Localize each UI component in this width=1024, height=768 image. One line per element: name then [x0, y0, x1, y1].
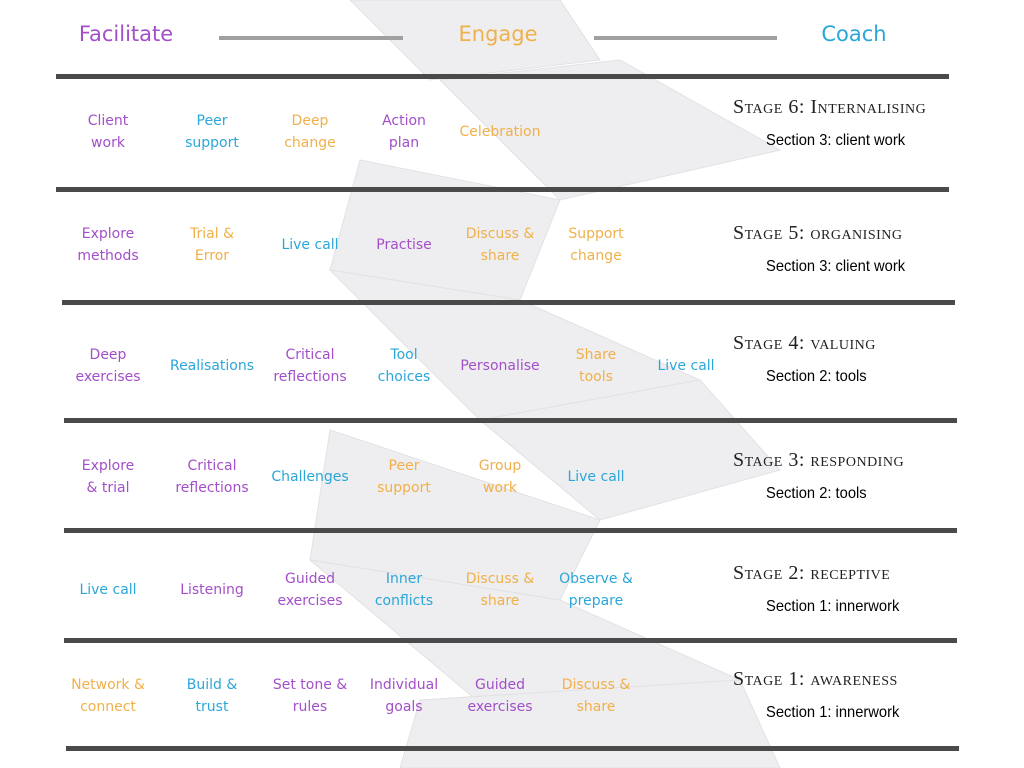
separator: [64, 528, 957, 533]
activity-label: Tool choices: [377, 347, 431, 385]
section-label: Section 3: client work: [766, 132, 906, 149]
stage-title: Stage 5: organising: [733, 222, 903, 244]
separator: [66, 746, 959, 751]
activity-label: Discuss & share: [561, 677, 631, 715]
activity-label: Live call: [79, 582, 137, 598]
separator: [56, 74, 949, 79]
activity-label: Share tools: [575, 347, 617, 385]
stage-title: Stage 4: valuing: [733, 332, 876, 354]
activity-label: Peer support: [185, 113, 239, 151]
activity-label: Listening: [180, 582, 244, 598]
activity-label: Deep change: [284, 113, 336, 151]
activity-label: Discuss & share: [465, 571, 535, 609]
activity-label: Peer support: [377, 458, 431, 496]
activity-label: Celebration: [459, 124, 541, 140]
header-line: [219, 36, 403, 40]
activity-label: Network & connect: [71, 677, 145, 715]
activity-label: Set tone & rules: [272, 677, 348, 715]
section-label: Section 2: tools: [766, 485, 867, 502]
activity-label: Individual goals: [369, 677, 439, 715]
activity-label: Guided exercises: [467, 677, 533, 715]
activity-label: Personalise: [460, 358, 540, 374]
activity-label: Build & trust: [186, 677, 238, 715]
activity-label: Live call: [657, 358, 715, 374]
header-coach: Coach: [821, 22, 887, 46]
section-label: Section 3: client work: [766, 258, 906, 275]
activity-label: Critical reflections: [175, 458, 249, 496]
activity-label: Explore methods: [77, 226, 139, 264]
activity-label: Action plan: [382, 113, 426, 151]
stage-title: Stage 3: responding: [733, 449, 905, 471]
header-engage: Engage: [458, 22, 538, 46]
activity-label: Discuss & share: [465, 226, 535, 264]
activity-label: Trial & Error: [190, 226, 234, 264]
header-line: [594, 36, 777, 40]
activity-label: Observe & prepare: [559, 571, 633, 609]
activity-label: Guided exercises: [277, 571, 343, 609]
activity-label: Inner conflicts: [374, 571, 434, 609]
activity-label: Deep exercises: [75, 347, 141, 385]
activity-label: Practise: [376, 237, 432, 253]
activity-label: Group work: [478, 458, 522, 496]
header-facilitate: Facilitate: [78, 22, 174, 46]
activity-label: Support change: [568, 226, 624, 264]
section-label: Section 1: innerwork: [766, 704, 900, 721]
activity-label: Realisations: [169, 358, 255, 374]
separator: [64, 418, 957, 423]
activity-label: Client work: [87, 113, 129, 151]
activity-label: Live call: [281, 237, 339, 253]
stage-title: Stage 1: awareness: [733, 668, 898, 690]
activity-label: Explore & trial: [81, 458, 135, 496]
activity-label: Challenges: [271, 469, 349, 485]
activity-label: Critical reflections: [273, 347, 347, 385]
section-label: Section 2: tools: [766, 368, 867, 385]
activity-label: Live call: [567, 469, 625, 485]
section-label: Section 1: innerwork: [766, 598, 900, 615]
separator: [56, 187, 949, 192]
separator: [62, 300, 955, 305]
separator: [64, 638, 957, 643]
stage-title: Stage 6: Internalising: [733, 96, 927, 118]
stage-title: Stage 2: receptive: [733, 562, 891, 584]
